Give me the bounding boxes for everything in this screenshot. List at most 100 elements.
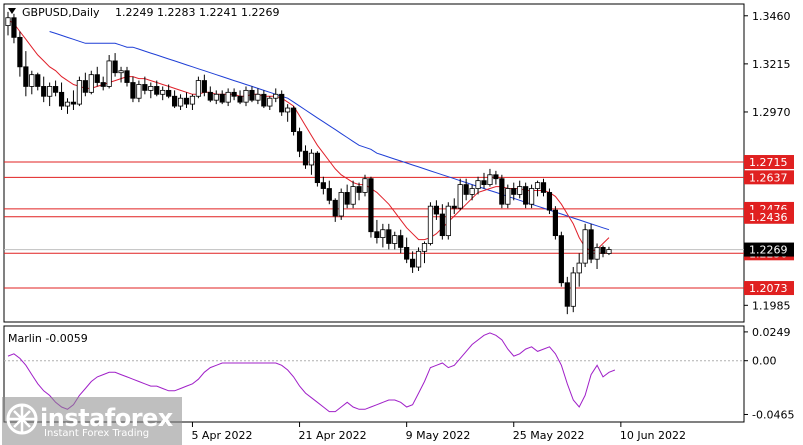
price-tick-label: 1.3460: [752, 10, 791, 23]
candle-bear: [23, 66, 29, 87]
candle-bear: [124, 70, 130, 83]
indicator-tick-label: 0.00: [752, 355, 777, 368]
candle-bull: [106, 60, 112, 87]
candle-bear: [511, 188, 517, 195]
date-tick-label: 5 Apr 2022: [191, 429, 252, 442]
candle-bear: [386, 229, 392, 244]
candle-bear: [558, 235, 564, 284]
candle-bull: [427, 205, 434, 244]
candle-bear: [600, 247, 606, 254]
candle-bear: [409, 258, 416, 268]
price-axis: 1.27151.26371.24761.24361.22501.20731.22…: [744, 10, 794, 312]
candle-bull: [213, 93, 219, 101]
candle-bull: [445, 205, 451, 237]
candle-bull: [189, 95, 196, 105]
candle-bear: [41, 86, 47, 97]
date-tick-label: 9 May 2022: [406, 429, 471, 442]
candle-bull: [160, 89, 166, 95]
candle-bear: [53, 86, 59, 93]
main-pane-frame: [3, 3, 745, 323]
candle-bull: [195, 80, 201, 97]
date-tick-label: 21 Apr 2022: [299, 429, 367, 442]
candle-bear: [302, 150, 309, 166]
marlin-line: [7, 332, 616, 413]
candle-bear: [112, 60, 118, 74]
candle-bear: [279, 93, 285, 113]
candle-bear: [588, 229, 594, 260]
level-label-box: [744, 170, 794, 185]
candle-bear: [219, 93, 225, 103]
candle-bear: [398, 235, 404, 248]
candle-bull: [576, 262, 582, 274]
date-tick-label: 25 May 2022: [513, 429, 585, 442]
candle-bear: [314, 152, 321, 184]
level-label: 1.2715: [749, 156, 788, 169]
candle-bear: [564, 282, 570, 307]
candle-bear: [523, 186, 529, 205]
candle-bull: [29, 74, 35, 87]
candle-bear: [94, 74, 100, 83]
indicator-axis: 0.0249 0.00 -0.0465: [744, 326, 794, 421]
candle-bull: [350, 186, 356, 205]
watermark-tagline: Instant Forex Trading: [44, 428, 150, 439]
candle-bear: [540, 182, 547, 193]
candle-bear: [546, 192, 553, 211]
candle-bull: [594, 247, 600, 260]
candle-bear: [154, 86, 160, 95]
candle-bear: [261, 93, 267, 107]
indicator-label: Marlin -0.0059: [8, 332, 88, 345]
candle-bull: [285, 107, 291, 113]
level-label-box: [744, 209, 794, 224]
price-tick-label: 1.3215: [752, 58, 791, 71]
candle-bull: [243, 89, 249, 103]
candle-bear: [439, 213, 445, 237]
candle-bear: [231, 91, 237, 97]
candle-bear: [82, 80, 88, 93]
price-tick-label: 1.1985: [752, 299, 791, 312]
candle-bear: [58, 91, 65, 107]
candle-bull: [534, 182, 541, 189]
instaforex-watermark: [2, 397, 182, 445]
candle-bull: [570, 272, 576, 307]
candle-bear: [290, 107, 297, 132]
candle-bull: [273, 93, 279, 99]
candle-bear: [433, 205, 440, 215]
candle-bull: [88, 74, 94, 93]
candle-bear: [100, 82, 106, 87]
candle-bull: [308, 152, 315, 166]
candle-bear: [237, 95, 243, 103]
candle-bear: [552, 209, 559, 237]
candle-bear: [493, 174, 499, 180]
candle-bull: [469, 188, 475, 195]
collapse-triangle-icon[interactable]: [8, 8, 16, 14]
candle-bull: [255, 93, 261, 101]
candle-bull: [148, 86, 154, 91]
candle-bull: [475, 180, 481, 189]
candle-bear: [320, 182, 326, 189]
candle-bull: [487, 174, 493, 185]
indicator-tick-label: 0.0249: [752, 326, 791, 339]
candle-bear: [249, 89, 255, 101]
candle-bull: [582, 229, 588, 264]
level-label-box: [744, 155, 794, 170]
candle-bear: [296, 131, 303, 152]
candle-bear: [130, 82, 136, 99]
candle-bear: [499, 178, 505, 205]
candle-bear: [481, 180, 487, 185]
candle-bear: [326, 188, 332, 201]
candle-bear: [344, 192, 350, 205]
candle-bull: [529, 188, 535, 205]
candle-bull: [118, 70, 124, 74]
candle-bull: [606, 249, 612, 254]
main-levels: [4, 161, 744, 289]
price-tick-label: 1.2970: [752, 106, 791, 119]
current-price-box: [744, 242, 794, 257]
candle-bull: [415, 250, 422, 268]
candle-bear: [356, 186, 362, 193]
candle-bear: [142, 84, 148, 91]
candle-bear: [171, 95, 178, 107]
candle-bull: [505, 188, 511, 205]
candles: [5, 11, 612, 315]
date-tick-label: 10 Jun 2022: [620, 429, 686, 442]
ohlc-label: 1.2249 1.2283 1.2241 1.2269: [115, 6, 279, 19]
